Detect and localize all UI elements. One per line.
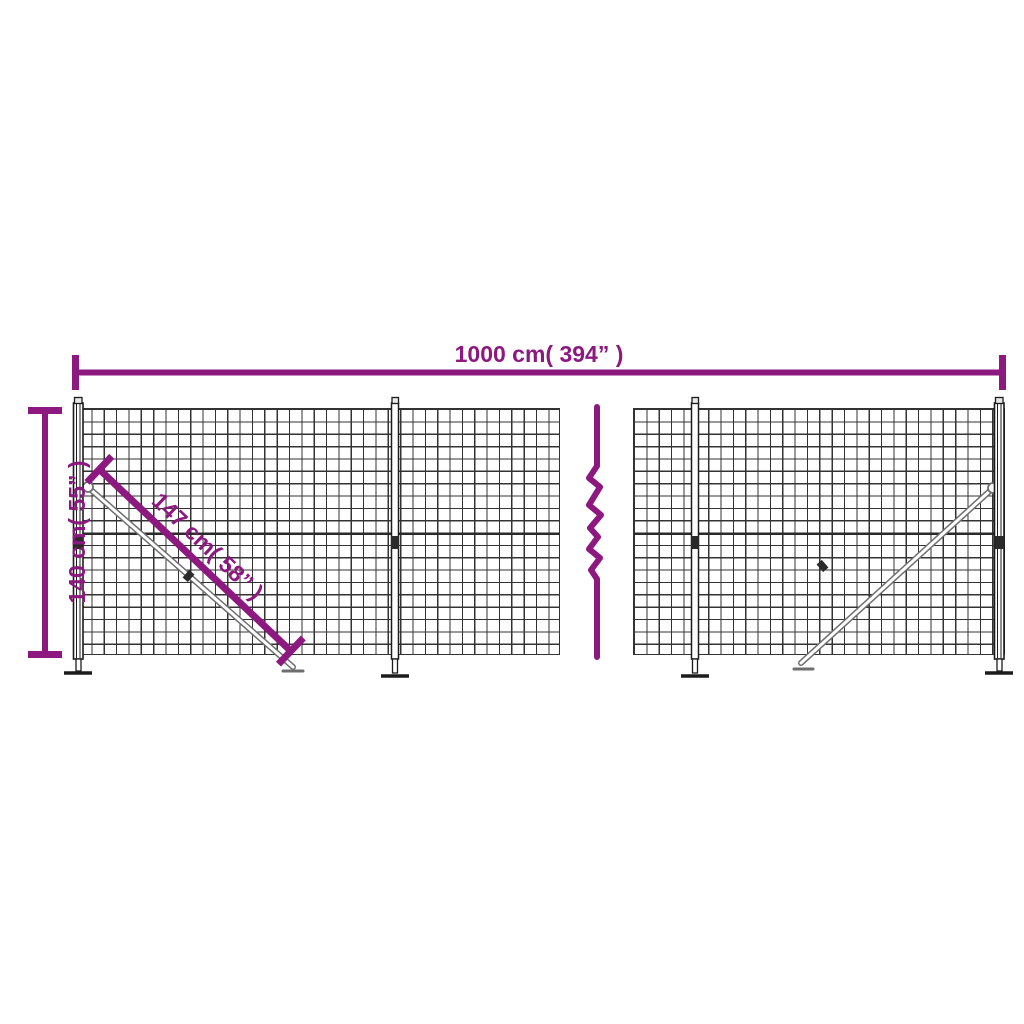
middle-post-left: [381, 396, 409, 678]
support-strut-left: [82, 481, 305, 673]
diagonal-dimension: 147 cm( 58” ): [84, 453, 306, 667]
post-clamp-icon: [73, 536, 83, 549]
strut-clamp-icon: [182, 569, 195, 583]
mesh-panel-left: [78, 408, 560, 655]
corner-post-right: [985, 396, 1013, 675]
height-dimension: 140 cm( 55” ): [28, 407, 90, 658]
dimension-tick: [275, 635, 306, 667]
diagonal-dimension-label: 147 cm( 58” ): [147, 487, 269, 604]
dimension-tick: [84, 453, 115, 485]
post-cap-icon: [391, 396, 400, 405]
width-dimension: 1000 cm( 394” ): [72, 341, 1006, 390]
height-dimension-label: 140 cm( 55” ): [64, 460, 90, 603]
strut-clamp-icon: [816, 559, 829, 573]
break-zigzag-icon: [586, 404, 604, 660]
post-cap-icon: [691, 396, 700, 405]
post-clamp-icon: [391, 536, 399, 549]
post-cap-icon: [994, 396, 1004, 405]
support-strut-right: [792, 482, 999, 671]
width-dimension-label: 1000 cm( 394” ): [455, 341, 624, 367]
corner-post-left: [64, 396, 92, 675]
post-cap-icon: [73, 396, 83, 405]
middle-post-right: [681, 396, 709, 678]
post-clamp-icon: [691, 536, 699, 549]
post-clamp-icon: [994, 536, 1004, 549]
